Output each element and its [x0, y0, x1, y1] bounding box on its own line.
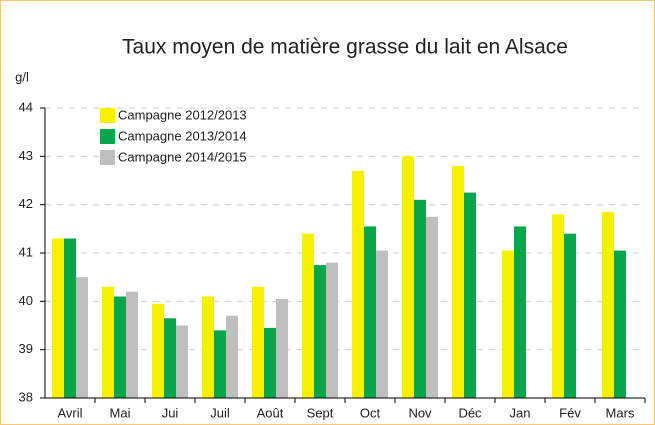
legend-label: Campagne 2012/2013: [118, 107, 247, 122]
bar: [602, 211, 614, 398]
bar: [514, 226, 526, 398]
bar: [252, 286, 264, 398]
legend-label: Campagne 2014/2015: [118, 149, 247, 164]
bar: [64, 238, 76, 398]
bar: [552, 214, 564, 398]
y-tick-label: 40: [19, 293, 33, 308]
bar: [452, 166, 464, 398]
bar: [176, 325, 188, 398]
bar: [202, 296, 214, 398]
y-tick-label: 41: [19, 244, 33, 259]
bar: [352, 170, 364, 398]
bar: [214, 330, 226, 398]
y-tick-label: 38: [19, 389, 33, 404]
x-tick-label: Avril: [57, 405, 82, 420]
bar: [502, 250, 514, 398]
bar: [76, 277, 88, 398]
x-tick-label: Nov: [408, 405, 432, 420]
x-tick-label: Jan: [510, 405, 531, 420]
x-tick-label: Juil: [210, 405, 230, 420]
y-tick-label: 44: [19, 99, 33, 114]
bar: [276, 298, 288, 398]
bar: [564, 233, 576, 398]
chart-title: Taux moyen de matière grasse du lait en …: [122, 36, 568, 59]
bar: [126, 291, 138, 398]
x-tick-label: Sept: [307, 405, 334, 420]
x-tick-label: Déc: [458, 405, 482, 420]
x-tick-label: Jui: [162, 405, 179, 420]
bar: [614, 250, 626, 398]
bar: [364, 226, 376, 398]
legend-label: Campagne 2013/2014: [118, 128, 247, 143]
y-tick-label: 42: [19, 196, 33, 211]
x-tick-label: Mai: [110, 405, 131, 420]
bar: [264, 327, 276, 398]
x-tick-label: Août: [257, 405, 284, 420]
y-tick-label: 39: [19, 341, 33, 356]
bar: [426, 216, 438, 398]
bar: [302, 233, 314, 398]
y-tick-label: 43: [19, 148, 33, 163]
legend-swatch: [100, 129, 115, 144]
bar: [52, 238, 64, 398]
x-tick-label: Oct: [360, 405, 381, 420]
bar: [402, 156, 414, 398]
x-tick-label: Fév: [559, 405, 581, 420]
bar: [464, 192, 476, 398]
bar: [152, 303, 164, 398]
legend-swatch: [100, 150, 115, 165]
bar: [114, 296, 126, 398]
y-axis-label: g/l: [15, 69, 29, 84]
bar: [102, 286, 114, 398]
legend-swatch: [100, 108, 115, 123]
bar: [164, 318, 176, 398]
bar: [314, 265, 326, 398]
bar: [414, 199, 426, 398]
bar: [226, 315, 238, 398]
bar: [326, 262, 338, 398]
x-tick-label: Mars: [606, 405, 635, 420]
bar: [376, 250, 388, 398]
